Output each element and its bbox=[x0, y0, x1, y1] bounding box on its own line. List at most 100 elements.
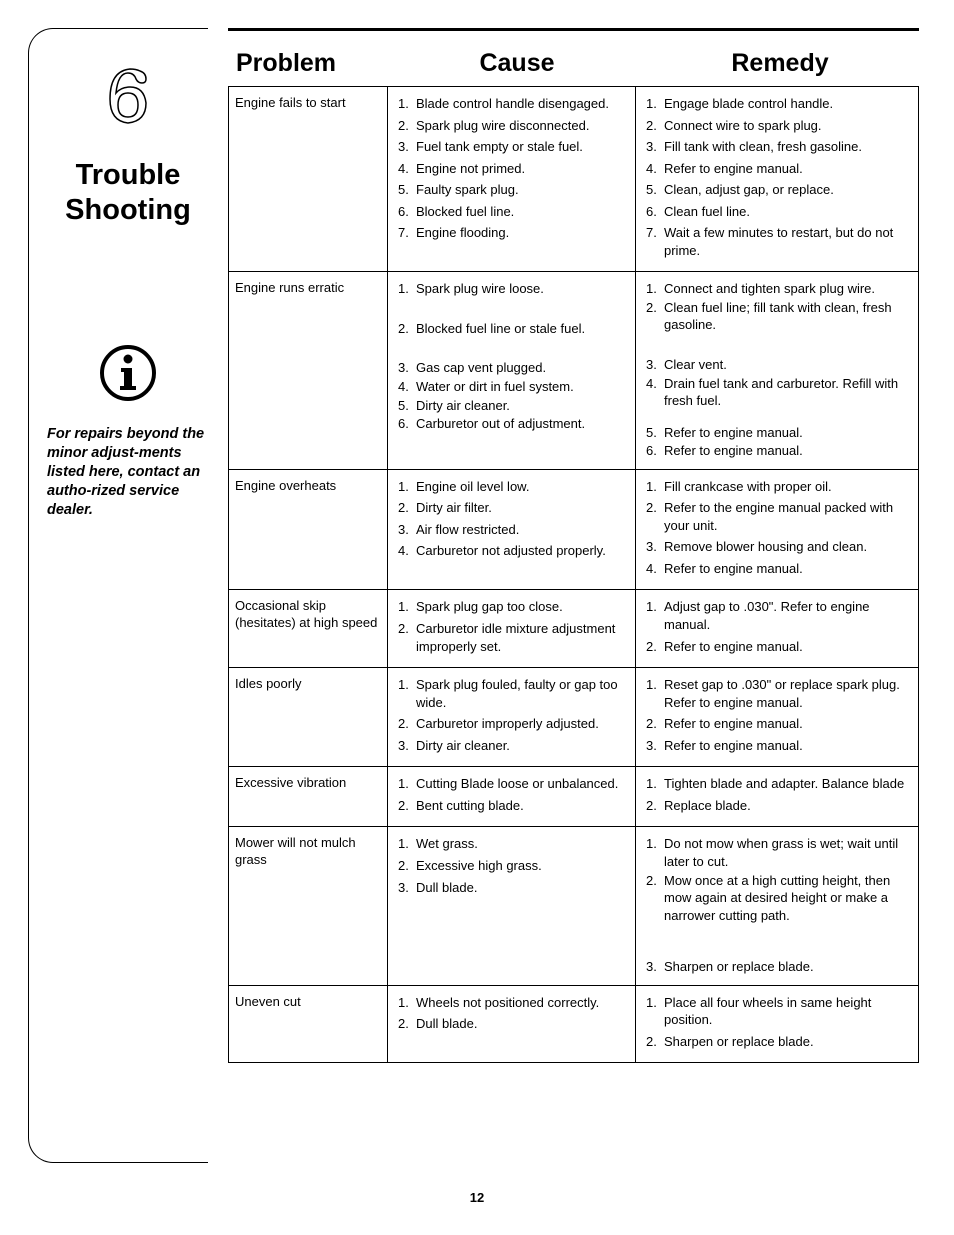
remedy-item: 5.Refer to engine manual. bbox=[646, 424, 910, 442]
cause-item: 1.Engine oil level low. bbox=[398, 478, 627, 496]
remedy-item: 4.Refer to engine manual. bbox=[646, 560, 910, 578]
remedy-cell: 1.Connect and tighten spark plug wire.2.… bbox=[635, 272, 918, 468]
cause-item: 1.Spark plug wire loose. bbox=[398, 280, 627, 298]
remedy-item: 7.Wait a few minutes to restart, but do … bbox=[646, 224, 910, 259]
cause-item: 2.Dirty air filter. bbox=[398, 499, 627, 517]
cause-item: 5.Dirty air cleaner. bbox=[398, 397, 627, 415]
remedy-item: 6.Refer to engine manual. bbox=[646, 442, 910, 460]
cause-item: 6.Carburetor out of adjustment. bbox=[398, 415, 627, 433]
problem-cell: Idles poorly bbox=[229, 668, 387, 766]
cause-item: 2.Excessive high grass. bbox=[398, 857, 627, 875]
remedy-item: 2.Refer to engine manual. bbox=[646, 715, 910, 733]
cause-item: 3.Gas cap vent plugged. bbox=[398, 359, 627, 377]
remedy-item: 2.Connect wire to spark plug. bbox=[646, 117, 910, 135]
problem-cell: Engine runs erratic bbox=[229, 272, 387, 468]
title-line-1: Trouble bbox=[76, 159, 181, 191]
remedy-cell: 1.Engage blade control handle. 2.Connect … bbox=[635, 87, 918, 271]
remedy-item: 3.Refer to engine manual. bbox=[646, 737, 910, 755]
cause-item: 7.Engine flooding. bbox=[398, 224, 627, 242]
cause-item: 4.Carburetor not adjusted properly. bbox=[398, 542, 627, 560]
table-row: Uneven cut1.Wheels not positioned correc… bbox=[229, 986, 918, 1063]
cause-cell: 1.Spark plug wire loose. 2.Blocked fuel l… bbox=[387, 272, 635, 468]
remedy-cell: 1.Place all four wheels in same height p… bbox=[635, 986, 918, 1063]
cause-item: 2.Carburetor improperly adjusted. bbox=[398, 715, 627, 733]
section-number-icon bbox=[43, 63, 213, 140]
cause-cell: 1.Cutting Blade loose or unbalanced. 2.Be… bbox=[387, 767, 635, 826]
remedy-item: 1.Tighten blade and adapter. Balance bla… bbox=[646, 775, 910, 793]
remedy-item: 4.Refer to engine manual. bbox=[646, 160, 910, 178]
cause-item: 1.Cutting Blade loose or unbalanced. bbox=[398, 775, 627, 793]
header-cause: Cause bbox=[393, 49, 641, 78]
cause-item: 3.Dirty air cleaner. bbox=[398, 737, 627, 755]
troubleshooting-table: Engine fails to start1.Blade control han… bbox=[228, 86, 919, 1063]
cause-item: 1.Spark plug fouled, faulty or gap too w… bbox=[398, 676, 627, 711]
table-row: Engine fails to start1.Blade control han… bbox=[229, 87, 918, 272]
cause-item: 3.Fuel tank empty or stale fuel. bbox=[398, 138, 627, 156]
remedy-item: 2.Refer to the engine manual packed with… bbox=[646, 499, 910, 534]
remedy-item: 2.Replace blade. bbox=[646, 797, 910, 815]
cause-item: 1.Spark plug gap too close. bbox=[398, 598, 627, 616]
sidebar: Trouble Shooting For repairs beyond the … bbox=[28, 28, 228, 1163]
table-row: Engine overheats 1.Engine oil level low. 2… bbox=[229, 470, 918, 591]
remedy-item: 1.Connect and tighten spark plug wire. bbox=[646, 280, 910, 298]
remedy-item: 1.Engage blade control handle. bbox=[646, 95, 910, 113]
cause-cell: 1.Spark plug gap too close.2.Carburetor … bbox=[387, 590, 635, 667]
remedy-cell: 1.Fill crankcase with proper oil. 2.Refer… bbox=[635, 470, 918, 590]
table-row: Idles poorly 1.Spark plug fouled, faulty … bbox=[229, 668, 918, 767]
remedy-item: 2.Mow once at a high cutting height, the… bbox=[646, 872, 910, 925]
problem-cell: Mower will not mulch grass bbox=[229, 827, 387, 984]
remedy-cell: 1.Reset gap to .030" or replace spark pl… bbox=[635, 668, 918, 766]
remedy-item: 1.Do not mow when grass is wet; wait unt… bbox=[646, 835, 910, 870]
problem-cell: Occasional skip (hesitates) at high spee… bbox=[229, 590, 387, 667]
remedy-item: 6.Clean fuel line. bbox=[646, 203, 910, 221]
remedy-cell: 1.Tighten blade and adapter. Balance bla… bbox=[635, 767, 918, 826]
cause-cell: 1.Blade control handle disengaged. 2.Spar… bbox=[387, 87, 635, 271]
cause-cell: 1.Wet grass. 2.Excessive high grass. 3.Dul… bbox=[387, 827, 635, 984]
table-row: Mower will not mulch grass 1.Wet grass. 2.… bbox=[229, 827, 918, 985]
problem-cell: Excessive vibration bbox=[229, 767, 387, 826]
remedy-item: 1.Place all four wheels in same height p… bbox=[646, 994, 910, 1029]
cause-item: 1.Wet grass. bbox=[398, 835, 627, 853]
remedy-item: 2.Refer to engine manual. bbox=[646, 638, 910, 656]
cause-item: 3.Dull blade. bbox=[398, 879, 627, 897]
remedy-item: 3.Fill tank with clean, fresh gasoline. bbox=[646, 138, 910, 156]
cause-item: 2.Dull blade. bbox=[398, 1015, 627, 1033]
main-content: Problem Cause Remedy Engine fails to sta… bbox=[228, 28, 919, 1163]
cause-item: 2.Spark plug wire disconnected. bbox=[398, 117, 627, 135]
info-icon bbox=[43, 344, 213, 407]
cause-item: 4.Water or dirt in fuel system. bbox=[398, 378, 627, 396]
cause-cell: 1.Wheels not positioned correctly. 2.Dull… bbox=[387, 986, 635, 1063]
cause-item: 1.Blade control handle disengaged. bbox=[398, 95, 627, 113]
remedy-item: 5.Clean, adjust gap, or replace. bbox=[646, 181, 910, 199]
remedy-item: 1.Fill crankcase with proper oil. bbox=[646, 478, 910, 496]
title-line-2: Shooting bbox=[65, 194, 191, 226]
problem-cell: Engine overheats bbox=[229, 470, 387, 590]
table-row: Occasional skip (hesitates) at high spee… bbox=[229, 590, 918, 668]
table-row: Engine runs erratic1.Spark plug wire loo… bbox=[229, 272, 918, 469]
remedy-item: 2.Sharpen or replace blade. bbox=[646, 1033, 910, 1051]
cause-item: 2.Bent cutting blade. bbox=[398, 797, 627, 815]
remedy-item: 2.Clean fuel line; fill tank with clean,… bbox=[646, 299, 910, 334]
cause-item: 4.Engine not primed. bbox=[398, 160, 627, 178]
remedy-item: 3.Clear vent. bbox=[646, 356, 910, 374]
remedy-cell: 1.Do not mow when grass is wet; wait unt… bbox=[635, 827, 918, 984]
note-text: For repairs beyond the minor adjust-ment… bbox=[43, 425, 213, 521]
table-row: Excessive vibration1.Cutting Blade loose… bbox=[229, 767, 918, 827]
table-headers: Problem Cause Remedy bbox=[228, 49, 919, 78]
remedy-item: 1.Adjust gap to .030". Refer to engine m… bbox=[646, 598, 910, 633]
header-problem: Problem bbox=[228, 49, 393, 78]
cause-item: 3.Air flow restricted. bbox=[398, 521, 627, 539]
remedy-item: 4.Drain fuel tank and carburetor. Refill… bbox=[646, 375, 910, 410]
remedy-item: 3.Sharpen or replace blade. bbox=[646, 958, 910, 976]
cause-cell: 1.Engine oil level low. 2.Dirty air filte… bbox=[387, 470, 635, 590]
cause-item: 5.Faulty spark plug. bbox=[398, 181, 627, 199]
remedy-item: 1.Reset gap to .030" or replace spark pl… bbox=[646, 676, 910, 711]
page-number: 12 bbox=[0, 1190, 954, 1205]
cause-item: 2.Blocked fuel line or stale fuel. bbox=[398, 320, 627, 338]
section-title: Trouble Shooting bbox=[43, 158, 213, 229]
remedy-cell: 1.Adjust gap to .030". Refer to engine m… bbox=[635, 590, 918, 667]
header-remedy: Remedy bbox=[641, 49, 919, 78]
cause-cell: 1.Spark plug fouled, faulty or gap too w… bbox=[387, 668, 635, 766]
cause-item: 1.Wheels not positioned correctly. bbox=[398, 994, 627, 1012]
top-rule bbox=[228, 28, 919, 31]
